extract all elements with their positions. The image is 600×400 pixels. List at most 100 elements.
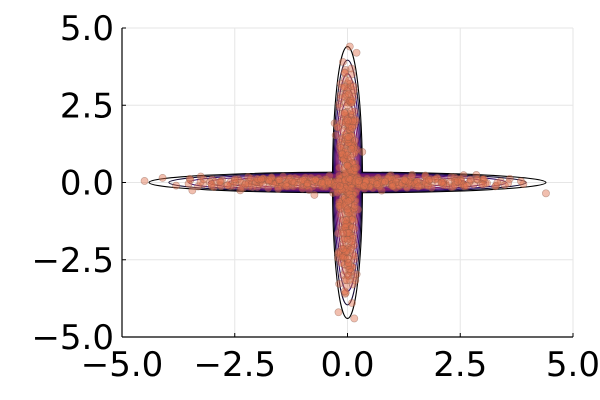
scatter-point <box>500 181 509 189</box>
scatter-point <box>342 276 351 285</box>
scatter-point <box>336 182 345 190</box>
scatter-point <box>253 174 262 183</box>
scatter-point <box>347 145 356 153</box>
scatter-point <box>184 179 193 188</box>
scatter-point <box>425 176 433 185</box>
scatter-point <box>542 189 550 198</box>
scatter-point <box>335 171 344 180</box>
scatter-point <box>274 184 283 193</box>
scatter-point <box>505 174 514 183</box>
x-tick-label: −2.5 <box>193 345 276 385</box>
scatter-point <box>140 177 149 185</box>
scatter-point <box>451 177 459 185</box>
scatter-point <box>305 186 313 194</box>
scatter-point <box>333 188 342 197</box>
scatter-point <box>335 163 344 172</box>
y-tick-label: 0.0 <box>60 164 114 204</box>
scatter-point <box>342 282 351 291</box>
scatter-point <box>172 181 181 190</box>
scatter-point <box>347 141 356 150</box>
scatter-point <box>339 245 348 254</box>
scatter-point <box>335 103 344 112</box>
scatter-point <box>473 175 481 184</box>
scatter-point <box>340 83 348 92</box>
scatter-point <box>339 229 348 238</box>
y-tick-label: 5.0 <box>60 9 114 49</box>
x-tick-label: 2.5 <box>433 345 487 385</box>
scatter-point <box>244 179 253 188</box>
scatter-point <box>351 177 360 186</box>
scatter-point <box>288 177 297 186</box>
tick-labels: −5.0 −2.5 0.0 2.5 5.0 −5.0 −2.5 0.0 2.5 5.0 <box>31 9 600 385</box>
y-tick-label: −5.0 <box>31 318 114 358</box>
scatter-point <box>381 177 389 186</box>
scatter-point <box>350 167 359 176</box>
scatter-point <box>517 177 525 186</box>
scatter-point <box>407 172 416 181</box>
scatter-point <box>341 75 349 83</box>
scatter-point <box>333 123 342 132</box>
scatter-point <box>344 133 353 141</box>
scatter-point <box>331 131 340 140</box>
scatter-point <box>348 223 357 232</box>
scatter-point <box>346 265 354 274</box>
scatter-point <box>335 279 344 288</box>
scatter-point <box>427 183 436 192</box>
scatter-point <box>346 245 355 254</box>
scatter-point <box>344 271 352 280</box>
scatter-point <box>459 171 468 180</box>
scatter-point <box>344 259 353 268</box>
scatter-point <box>344 89 353 98</box>
scatter-point <box>318 182 327 191</box>
scatter-point <box>339 58 347 66</box>
scatter-point <box>310 191 319 199</box>
scatter-point <box>401 176 410 185</box>
scatter-point <box>264 184 273 192</box>
scatter-point <box>341 220 350 229</box>
scatter-point <box>334 308 343 317</box>
scatter-point <box>194 182 203 191</box>
scatter-point <box>344 197 353 206</box>
scatter-point <box>340 287 349 296</box>
scatter-points <box>140 42 550 323</box>
scatter-point <box>414 182 423 191</box>
scatter-point <box>207 180 216 189</box>
scatter-point <box>343 205 352 214</box>
scatter-point <box>360 182 368 191</box>
scatter-point <box>275 176 284 185</box>
scatter-point <box>343 235 352 244</box>
scatter-point <box>354 177 363 185</box>
scatter-point <box>345 42 354 51</box>
scatter-point <box>336 94 345 103</box>
scatter-point <box>347 237 356 246</box>
scatter-point <box>343 151 352 160</box>
scatter-point <box>257 175 266 184</box>
scatter-point <box>351 276 360 285</box>
scatter-point <box>347 64 356 73</box>
scatter-point <box>331 182 340 191</box>
scatter-point <box>400 175 409 184</box>
scatter-point <box>453 177 462 186</box>
scatter-point <box>347 153 355 162</box>
scatter-point <box>347 107 356 115</box>
scatter-point <box>350 201 359 210</box>
scatter-point <box>341 288 350 297</box>
scatter-point <box>226 178 235 187</box>
scatter-point <box>290 178 299 186</box>
scatter-point <box>342 216 350 225</box>
scatter-point <box>158 173 167 182</box>
y-tick-label: 2.5 <box>60 86 114 126</box>
scatter-point <box>348 299 356 307</box>
scatter-point <box>335 100 344 108</box>
x-tick-label: 0.0 <box>320 345 374 385</box>
scatter-point <box>344 116 352 125</box>
scatter-point <box>349 82 358 91</box>
scatter-point <box>431 175 439 184</box>
x-tick-label: 5.0 <box>546 345 600 385</box>
scatter-point <box>237 183 245 192</box>
scatter-point <box>282 182 291 191</box>
scatter-point <box>347 215 356 224</box>
scatter-point <box>196 172 205 181</box>
scatter-point <box>348 123 356 132</box>
